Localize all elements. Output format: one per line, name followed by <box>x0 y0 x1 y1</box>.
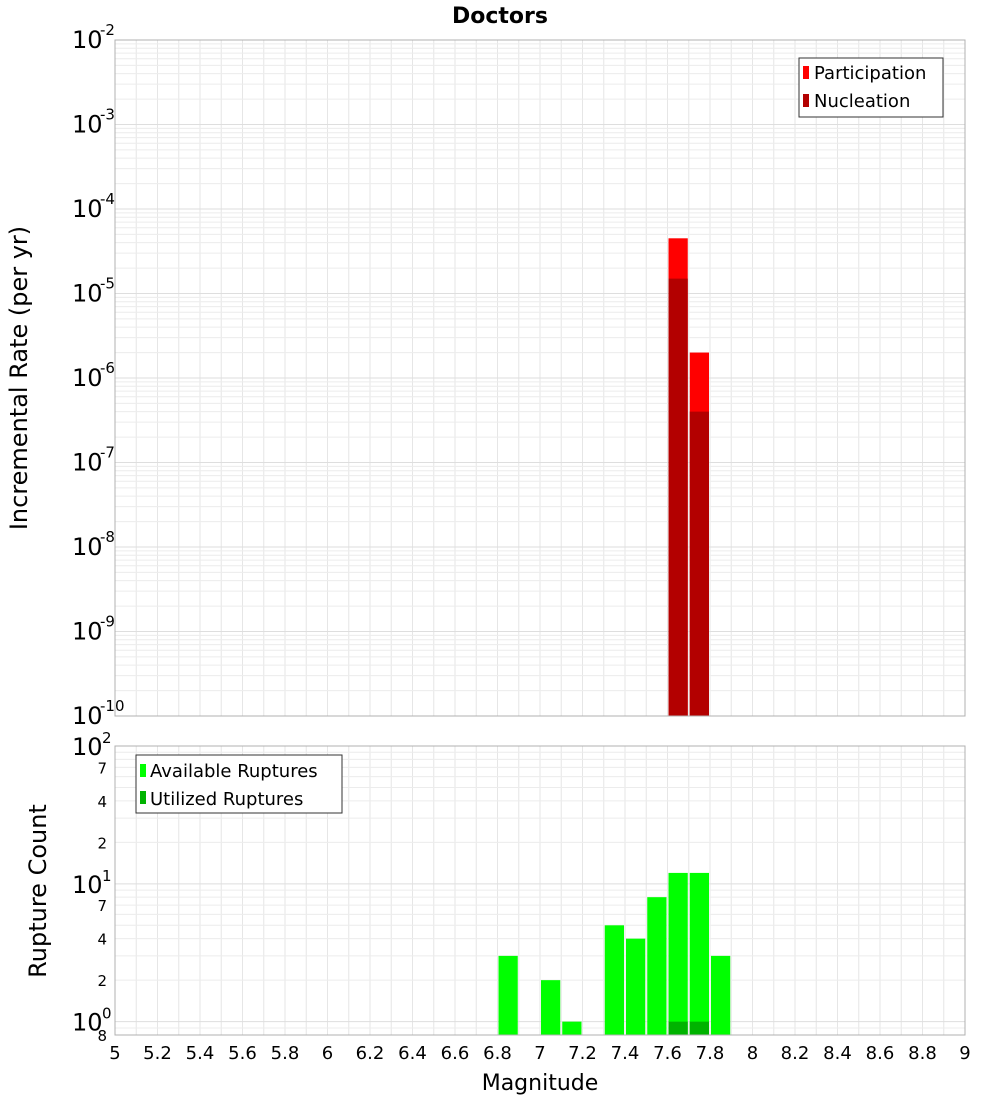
x-tick-label: 8.4 <box>823 1043 852 1064</box>
legend-swatch-nucleation <box>803 94 809 107</box>
x-tick-label: 7.6 <box>653 1043 682 1064</box>
bottom-y-minor-tick-label: 4 <box>97 931 107 949</box>
bottom-legend-box <box>135 754 343 814</box>
bar-available-ruptures <box>626 938 646 1035</box>
x-tick-label: 7 <box>534 1043 545 1064</box>
x-tick-label: 7.2 <box>568 1043 597 1064</box>
legend-label-utilized: Utilized Ruptures <box>150 789 303 810</box>
bottom-legend: Available Ruptures Utilized Ruptures <box>135 754 343 814</box>
top-legend: Participation Nucleation <box>798 57 944 118</box>
top-legend-box <box>798 57 944 118</box>
bar-available-ruptures <box>647 897 667 1035</box>
bottom-y-tick-exponent: 1 <box>102 867 112 885</box>
bottom-y-minor-tick-label: 7 <box>97 759 107 777</box>
top-plot-frame <box>114 39 966 717</box>
top-y-tick-label: 10 <box>72 618 103 646</box>
bottom-y-tick-exponent: 2 <box>102 729 112 747</box>
bottom-y-axis-label: Rupture Count <box>24 804 52 978</box>
legend-label-participation: Participation <box>814 63 926 84</box>
x-tick-label: 5.8 <box>271 1043 300 1064</box>
top-y-tick-label: 10 <box>72 280 103 308</box>
bottom-y-minor-tick-label: 2 <box>97 834 107 852</box>
bottom-y-minor-tick-label: 8 <box>97 1027 107 1045</box>
bot-bars <box>498 872 731 1035</box>
top-y-tick-exponent: -2 <box>100 21 115 39</box>
x-tick-label: 8.2 <box>781 1043 810 1064</box>
top-y-axis-label: Incremental Rate (per yr) <box>5 226 33 530</box>
bar-available-ruptures <box>668 872 688 1035</box>
top-y-tick-label: 10 <box>72 195 103 223</box>
legend-swatch-utilized <box>140 791 146 804</box>
legend-label-available: Available Ruptures <box>150 761 318 782</box>
x-tick-label: 6.6 <box>441 1043 470 1064</box>
x-tick-label: 5.6 <box>228 1043 257 1064</box>
bar-available-ruptures <box>604 925 624 1035</box>
x-tick-label: 8.8 <box>908 1043 937 1064</box>
bar-nucleation <box>668 278 688 716</box>
bottom-y-tick-label: 10 <box>72 1009 103 1037</box>
x-tick-label: 6.4 <box>398 1043 427 1064</box>
top-y-tick-exponent: -3 <box>100 106 115 124</box>
top-y-tick-exponent: -4 <box>100 190 115 208</box>
top-y-tick-label: 10 <box>72 449 103 477</box>
legend-swatch-available <box>140 764 146 777</box>
bottom-y-minor-tick-label: 4 <box>97 793 107 811</box>
bottom-y-tick-exponent: 0 <box>102 1005 112 1023</box>
bar-nucleation <box>689 411 709 716</box>
top-y-tick-exponent: -7 <box>100 444 115 462</box>
top-y-tick-label: 10 <box>72 533 103 561</box>
top-y-tick-label: 10 <box>72 364 103 392</box>
x-tick-label: 6.2 <box>356 1043 385 1064</box>
top-y-ticks: 10-210-310-410-510-610-710-810-910-10 <box>72 21 125 730</box>
x-tick-label: 7.8 <box>696 1043 725 1064</box>
top-bars <box>668 238 709 717</box>
x-axis-label: Magnitude <box>482 1071 599 1096</box>
top-y-tick-exponent: -6 <box>100 359 115 377</box>
bar-utilized-ruptures <box>668 1021 688 1035</box>
top-y-tick-exponent: -5 <box>100 275 115 293</box>
bottom-plot-frame <box>114 745 966 1036</box>
bar-available-ruptures <box>498 955 518 1035</box>
bottom-y-minor-tick-label: 2 <box>97 972 107 990</box>
top-y-tick-exponent: -8 <box>100 528 115 546</box>
top-y-tick-label: 10 <box>72 26 103 54</box>
chart-title: Doctors <box>452 4 548 29</box>
top-grid <box>114 39 966 717</box>
legend-swatch-participation <box>803 66 809 79</box>
bottom-y-tick-label: 10 <box>72 733 103 761</box>
bottom-y-minor-tick-label: 7 <box>97 897 107 915</box>
x-tick-label: 7.4 <box>611 1043 640 1064</box>
bottom-y-tick-label: 10 <box>72 871 103 899</box>
legend-label-nucleation: Nucleation <box>814 91 910 112</box>
x-tick-label: 8 <box>747 1043 758 1064</box>
x-tick-label: 5.4 <box>186 1043 215 1064</box>
x-tick-label: 5.2 <box>143 1043 172 1064</box>
x-ticks: 5 5.2 5.4 5.6 5.8 6 6.2 6.4 6.6 6.8 7 7.2 7.4 7.6 7.8 8… <box>109 1043 970 1064</box>
x-tick-label: 6.8 <box>483 1043 512 1064</box>
bar-available-ruptures <box>562 1021 582 1035</box>
bar-utilized-ruptures <box>689 1021 709 1035</box>
x-tick-label: 8.6 <box>866 1043 895 1064</box>
x-tick-label: 6 <box>322 1043 333 1064</box>
top-y-tick-exponent: -10 <box>100 697 125 715</box>
x-tick-label: 5 <box>109 1043 120 1064</box>
bar-available-ruptures <box>541 980 561 1035</box>
top-y-tick-exponent: -9 <box>100 613 115 631</box>
bar-available-ruptures <box>689 872 709 1035</box>
top-y-tick-label: 10 <box>72 702 103 730</box>
bar-available-ruptures <box>711 955 731 1035</box>
x-tick-label: 9 <box>959 1043 970 1064</box>
top-y-tick-label: 10 <box>72 111 103 139</box>
